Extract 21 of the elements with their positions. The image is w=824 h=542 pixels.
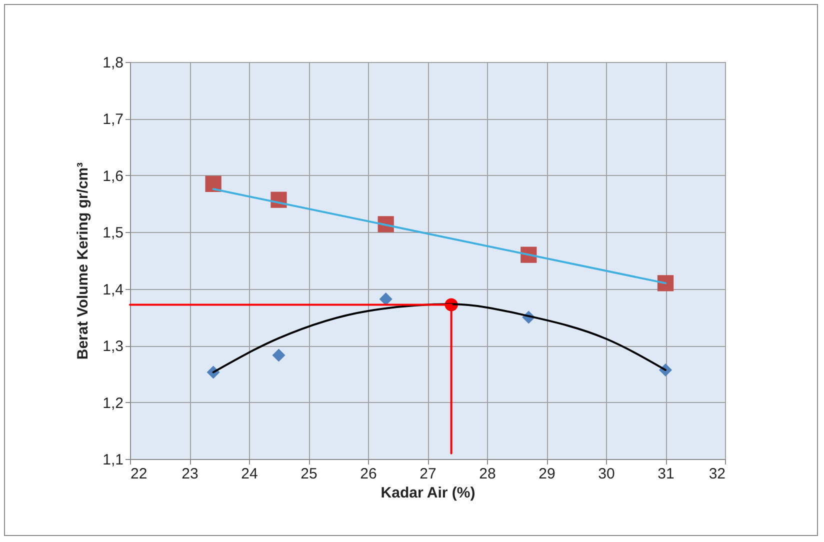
y-tick-label: 1,1 xyxy=(102,452,124,468)
x-tick-label: 24 xyxy=(241,466,258,482)
x-tick-label: 23 xyxy=(182,466,198,482)
x-tick-label: 31 xyxy=(658,466,674,482)
x-tick-label: 26 xyxy=(360,466,377,482)
x-tick-label: 25 xyxy=(300,466,318,482)
x-tick-label: 32 xyxy=(708,466,726,482)
x-tick-label: 30 xyxy=(598,466,615,482)
x-tick-label: 28 xyxy=(479,466,496,482)
y-tick-label: 1,3 xyxy=(102,338,124,356)
y-tick-label: 1,8 xyxy=(102,54,124,72)
y-axis-title: Berat Volume Kering gr/cm³ xyxy=(74,162,92,360)
y-tick-label: 1,7 xyxy=(102,111,124,128)
y-tick-label: 1,6 xyxy=(102,168,124,185)
x-axis-title: Kadar Air (%) xyxy=(380,484,476,502)
x-tick-label: 29 xyxy=(538,466,556,482)
y-tick-label: 1,2 xyxy=(102,394,124,412)
y-tick-label: 1,4 xyxy=(102,281,124,298)
x-tick-label: 22 xyxy=(130,466,148,482)
y-tick-label: 1,5 xyxy=(102,224,124,242)
x-tick-label: 27 xyxy=(420,466,436,482)
